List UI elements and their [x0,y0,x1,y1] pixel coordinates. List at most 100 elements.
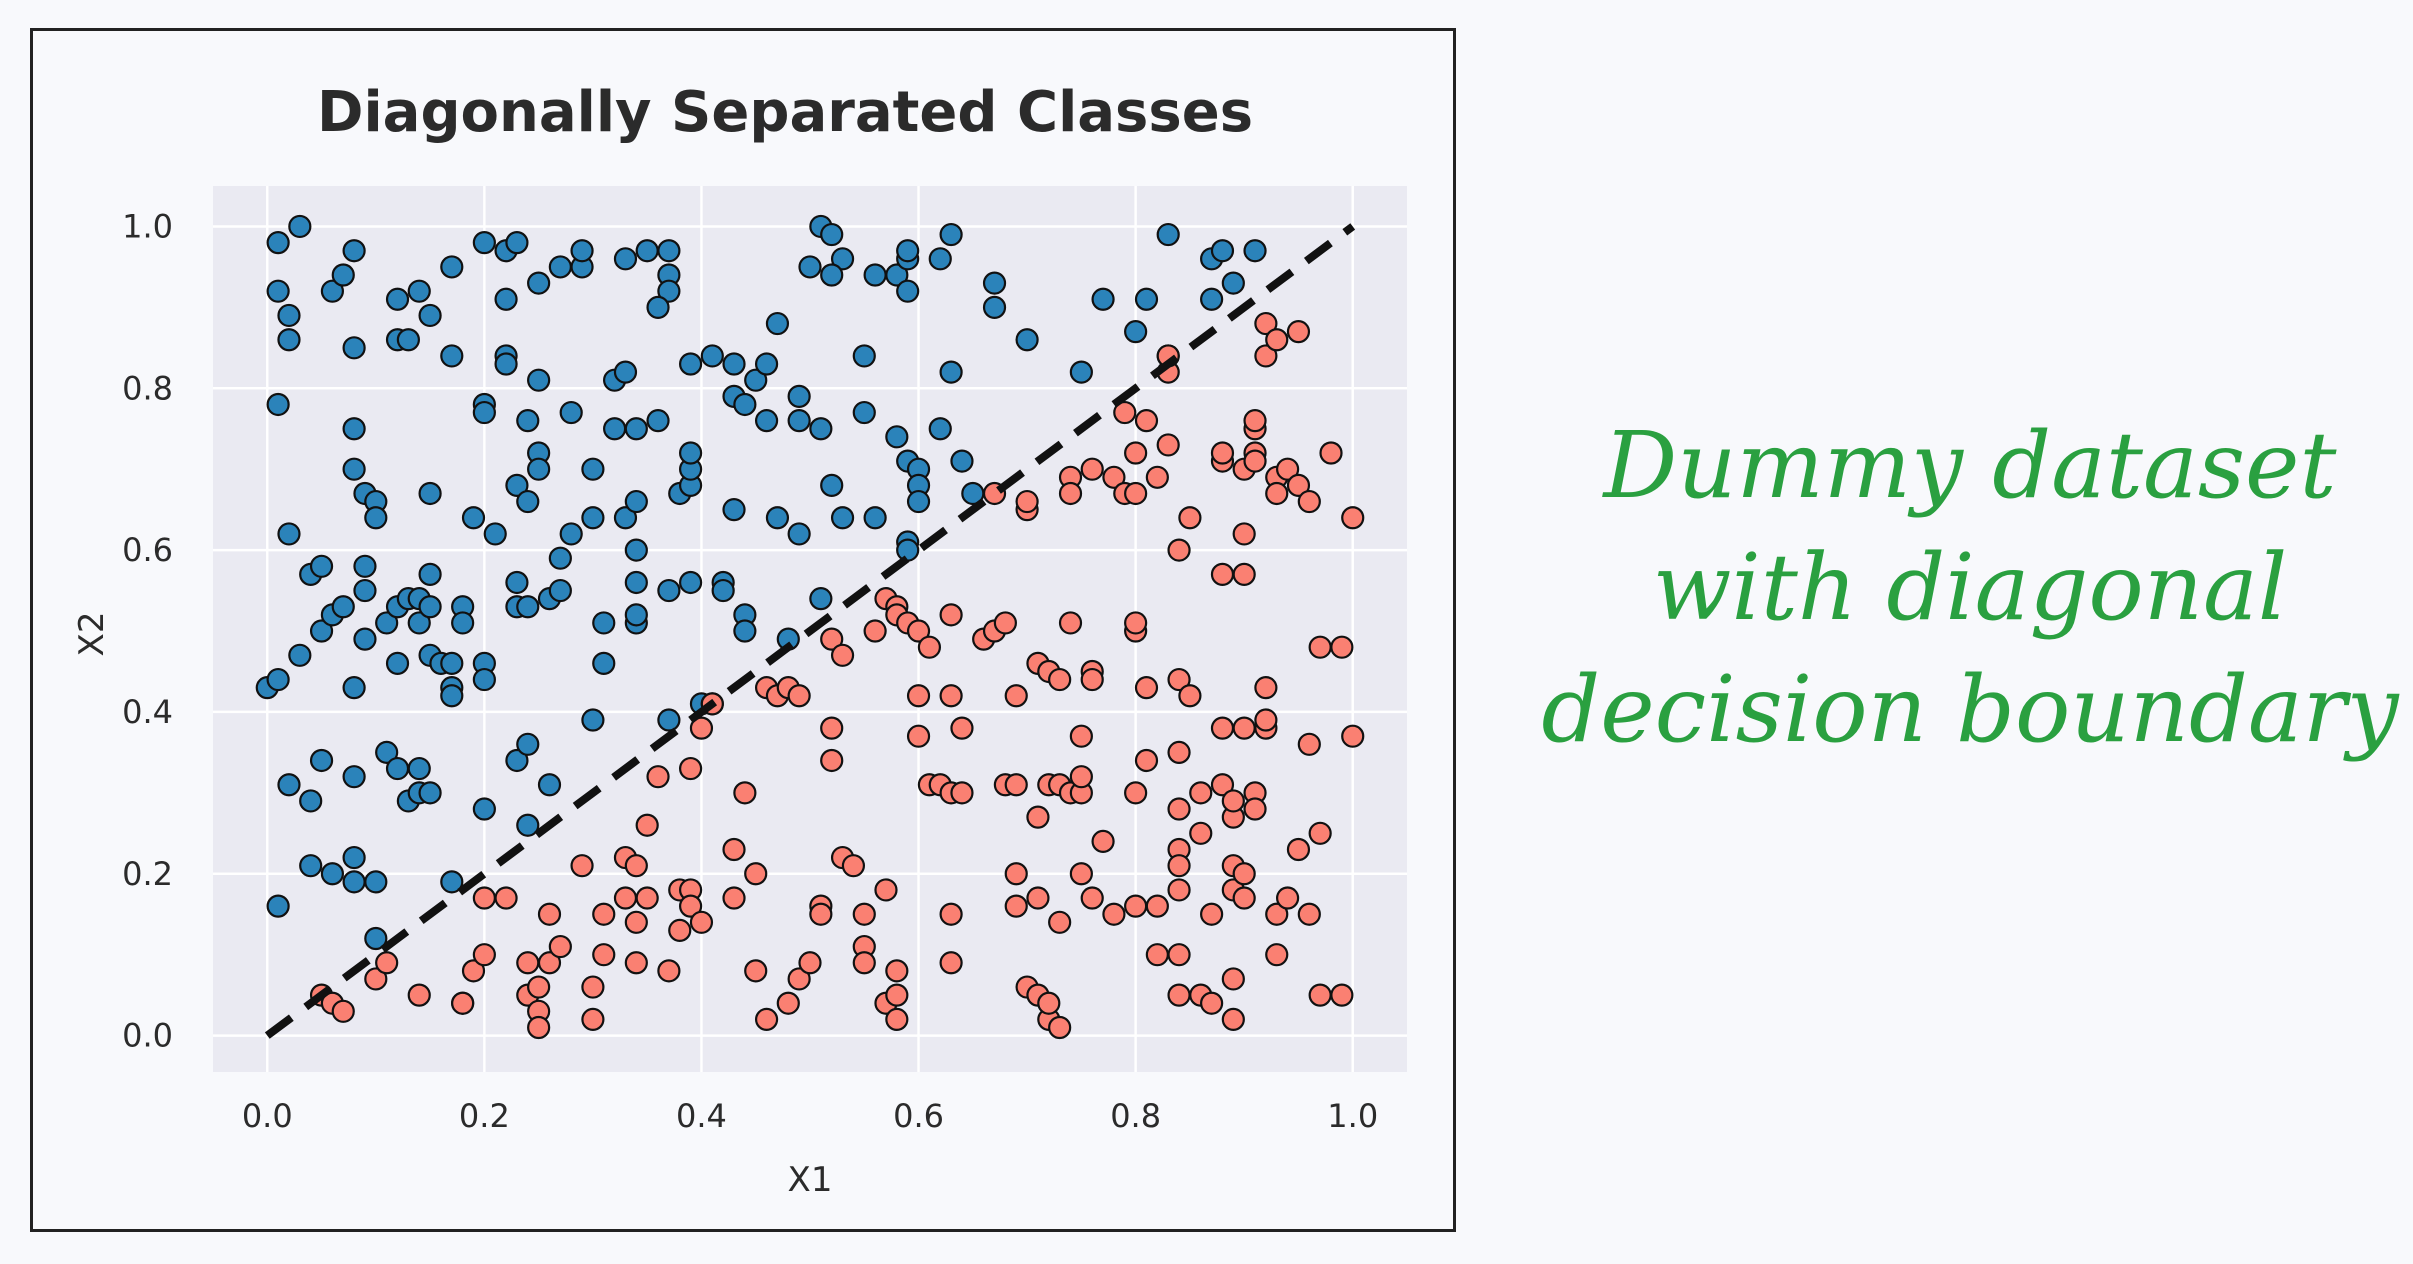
y-tick-label: 0.4 [122,693,173,731]
data-point-red [1124,894,1148,918]
data-point-red [668,918,692,943]
data-point-blue [1156,222,1180,247]
data-point-blue [375,740,399,764]
data-point-red [874,878,898,902]
data-point-blue [364,926,388,951]
y-tick-label: 0.6 [122,531,173,569]
data-point-blue [581,457,605,481]
x-tick-label: 0.6 [893,1097,944,1135]
data-point-blue [765,311,790,336]
y-tick-label: 0.0 [122,1017,173,1055]
decision-boundary-line [264,223,1356,1039]
data-point-red [635,886,659,910]
data-point-blue [440,870,464,894]
data-point-red [1145,943,1169,967]
data-point-blue [299,789,323,813]
data-point-red [1048,1015,1072,1040]
data-point-red [917,635,942,659]
data-point-red [1232,862,1256,886]
data-point-blue [939,222,963,247]
data-point-red [1124,781,1148,805]
data-point-blue [765,506,790,530]
data-point-red [592,902,616,926]
data-point-blue [516,813,540,837]
data-point-red [613,886,638,910]
data-point-red [1004,894,1028,918]
data-point-blue [505,231,529,255]
data-point-blue [418,562,442,586]
data-point-blue [830,506,855,530]
data-point-blue [722,498,746,522]
data-point-red [516,951,540,975]
data-point-red [527,1015,551,1040]
data-point-red [1058,481,1083,506]
data-point-red [1080,667,1104,692]
data-point-blue [744,368,768,392]
data-point-blue [559,400,583,425]
data-point-blue [820,222,844,247]
data-point-blue [852,344,876,368]
data-point-red [1254,311,1278,336]
data-point-blue [353,554,377,578]
data-point-blue [461,506,486,530]
data-point-red [1026,805,1050,829]
data-point-blue [787,384,811,408]
data-point-red [1048,667,1072,692]
data-point-blue [537,773,562,797]
data-point-red [950,716,974,740]
data-point-red [1221,789,1245,813]
data-point-blue [548,546,572,570]
data-point-red [689,716,714,740]
data-point-blue [527,271,551,295]
data-point-blue [320,279,344,303]
data-point-blue [353,627,377,651]
data-point-red [993,611,1017,635]
data-point-red [1167,983,1191,1007]
data-point-blue [364,506,388,530]
data-point-blue [722,352,746,376]
data-point-blue [266,894,290,918]
data-point-red [906,619,931,643]
data-point-red [1124,441,1148,465]
data-point-red [472,886,496,910]
data-point-blue [646,409,670,433]
grid-lines [213,186,1407,1072]
data-point-red [820,716,844,740]
data-point-red [1243,409,1267,433]
data-point-blue [494,287,518,311]
data-point-red [581,975,605,999]
data-point-blue [342,765,366,789]
data-point-blue [418,781,442,805]
data-point-blue [657,578,681,603]
data-point-red [950,781,974,805]
data-point-red [1286,837,1311,862]
data-point-blue [1210,239,1235,263]
data-point-blue [385,651,410,675]
data-point-blue [700,344,724,368]
data-point-red [1156,433,1180,457]
data-point-blue [581,708,605,732]
data-point-blue [548,255,572,279]
data-point-blue [548,578,572,603]
data-point-red [809,902,833,926]
data-point-blue [820,473,844,497]
data-point-red [939,902,963,926]
data-point-blue [353,578,377,603]
data-point-blue [559,522,583,546]
x-tick-label: 0.0 [242,1097,293,1135]
data-point-red [1091,829,1115,853]
data-point-red [1232,716,1256,740]
data-point-blue [603,417,627,441]
data-point-blue [613,506,638,530]
data-point-blue [331,263,355,287]
data-point-blue [342,457,366,481]
data-point-blue [266,392,290,417]
data-point-blue [787,409,811,433]
data-point-red [1297,732,1321,756]
data-point-red [1210,441,1235,465]
data-point-blue [613,247,638,271]
data-point-red [570,854,594,878]
data-point-red [1319,441,1343,465]
data-point-blue [570,239,594,263]
data-point-blue [385,287,410,311]
